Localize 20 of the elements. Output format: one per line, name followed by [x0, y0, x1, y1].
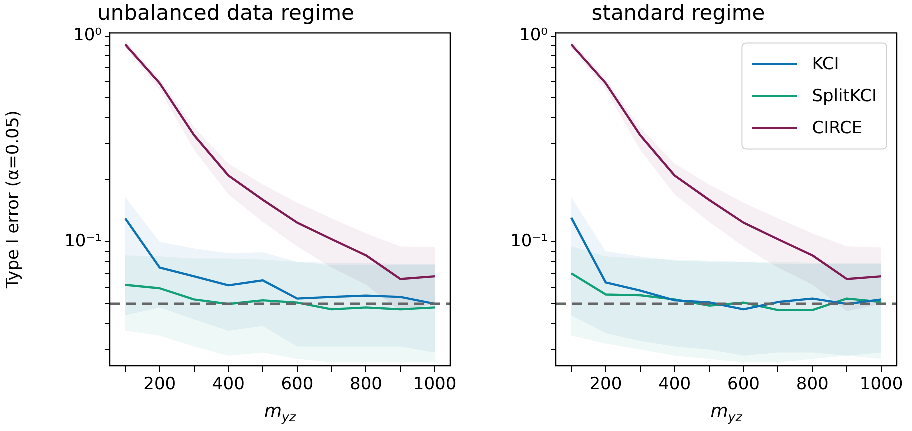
chart-title: unbalanced data regime [98, 1, 354, 26]
x-tick-label: 200 [144, 374, 176, 395]
y-tick-label: 10⁻¹ [510, 232, 548, 252]
y-axis-title: Type I error (α=0.05) [4, 110, 24, 290]
x-tick-label: 1000 [860, 374, 904, 395]
x-tick-label: 600 [281, 374, 314, 395]
y-tick-label: 10⁰ [74, 26, 102, 46]
y-tick-label: 10⁰ [520, 26, 548, 46]
x-tick-label: 400 [658, 374, 692, 395]
x-tick-label: 800 [796, 374, 829, 395]
chart-title: standard regime [592, 1, 766, 26]
legend-label: KCI [812, 54, 840, 75]
x-tick-label: 800 [350, 374, 382, 395]
legend-label: CIRCE [812, 118, 863, 139]
legend-label: SplitKCI [812, 86, 877, 107]
x-tick-label: 200 [590, 374, 622, 395]
x-tick-label: 1000 [413, 374, 457, 395]
x-tick-label: 400 [212, 374, 245, 395]
x-tick-label: 600 [727, 374, 760, 395]
y-tick-label: 10⁻¹ [64, 232, 102, 252]
